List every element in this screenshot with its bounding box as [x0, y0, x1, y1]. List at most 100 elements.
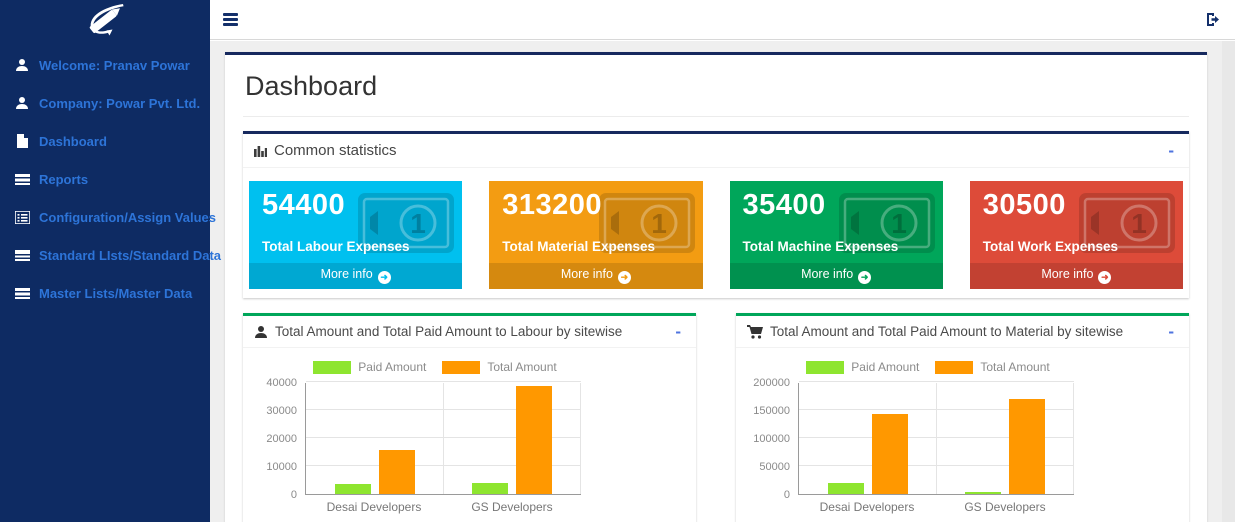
stat-value: 313200 — [502, 189, 689, 222]
stat-label: Total Machine Expenses — [743, 239, 930, 254]
legend-label: Total Amount — [980, 360, 1049, 374]
scrollbar-track[interactable] — [1222, 41, 1235, 522]
panel-header: Total Amount and Total Paid Amount to Ma… — [736, 316, 1189, 348]
cart-icon — [747, 325, 763, 339]
sidebar-item-company[interactable]: Company: Powar Pvt. Ltd. — [0, 84, 210, 122]
hamburger-icon[interactable] — [223, 11, 241, 29]
y-tick-label: 30000 — [266, 405, 297, 417]
collapse-button[interactable]: - — [1164, 146, 1178, 156]
charts-row: Total Amount and Total Paid Amount to La… — [243, 313, 1189, 522]
panel-title: Total Amount and Total Paid Amount to Ma… — [770, 324, 1164, 339]
sidebar-item-welcome[interactable]: Welcome: Pranav Powar — [0, 46, 210, 84]
x-axis: Desai DevelopersGS Developers — [798, 495, 1074, 515]
material-bar-chart: Paid AmountTotal Amount 0500001000001500… — [744, 360, 1074, 515]
chart-legend: Paid Amount Total Amount — [798, 360, 1074, 374]
content-wrapper: Dashboard Common statistics - 54400 Tota… — [210, 41, 1235, 522]
app-window: Welcome: Pranav Powar Company: Powar Pvt… — [0, 0, 1235, 522]
y-tick-label: 100000 — [753, 433, 790, 445]
info-box: 30500 Total Work Expenses 1 More info➜ — [970, 181, 1183, 289]
sidebar-item-standard-lists[interactable]: Standard LIsts/Standard Data — [0, 236, 210, 274]
x-tick-label: GS Developers — [443, 500, 581, 514]
sidebar-item-label: Dashboard — [39, 134, 107, 149]
plot — [798, 383, 1074, 495]
bar — [335, 484, 371, 494]
panel-header: Common statistics - — [243, 134, 1189, 168]
top-navbar — [210, 0, 1235, 40]
labour-bar-chart: Paid AmountTotal Amount 0 10000 20000 30000… — [251, 360, 581, 515]
collapse-button[interactable]: - — [671, 327, 685, 337]
stat-value: 30500 — [983, 189, 1170, 222]
more-info-label: More info — [321, 267, 373, 281]
sidebar-item-dashboard[interactable]: Dashboard — [0, 122, 210, 160]
stat-label: Total Labour Expenses — [262, 239, 449, 254]
chart-plot-area: 010000200003000040000 — [251, 383, 581, 495]
x-axis: Desai DevelopersGS Developers — [305, 495, 581, 515]
info-box-content: 35400 Total Machine Expenses 1 — [730, 181, 943, 263]
y-axis: 010000200003000040000 — [251, 383, 305, 495]
y-tick-label: 20000 — [266, 433, 297, 445]
person-icon — [254, 325, 268, 339]
info-box: 35400 Total Machine Expenses 1 More info… — [730, 181, 943, 289]
bar-group — [937, 399, 1075, 494]
legend-label: Paid Amount — [851, 360, 919, 374]
sidebar-item-configuration[interactable]: Configuration/Assign Values — [0, 198, 210, 236]
info-box-content: 313200 Total Material Expenses 1 — [489, 181, 702, 263]
y-tick-label: 150000 — [753, 405, 790, 417]
legend-label: Total Amount — [487, 360, 556, 374]
bar-group — [444, 386, 582, 494]
bar-group — [799, 414, 937, 494]
app-logo[interactable] — [0, 0, 210, 40]
more-info-link[interactable]: More info ➜ — [730, 263, 943, 289]
chart-legend: Paid AmountTotal Amount — [305, 360, 581, 374]
more-info-label: More info — [801, 267, 853, 281]
bar-chart-icon — [254, 144, 267, 157]
bar — [965, 492, 1001, 494]
stats-body: 54400 Total Labour Expenses 1 More info➜… — [243, 168, 1189, 298]
y-tick-label: 0 — [291, 489, 297, 501]
chart-body: Paid AmountTotal Amount 0 10000 20000 30000… — [243, 348, 696, 522]
panel-title: Common statistics — [274, 142, 1164, 159]
arrow-circle-icon: ➜ — [858, 271, 871, 284]
labour-chart-panel: Total Amount and Total Paid Amount to La… — [243, 313, 696, 522]
common-statistics-panel: Common statistics - 54400 Total Labour E… — [243, 131, 1189, 298]
legend-swatch — [806, 361, 844, 374]
y-axis: 050000100000150000200000 — [744, 383, 798, 495]
list-icon — [14, 171, 30, 187]
sidebar-menu: Welcome: Pranav Powar Company: Powar Pvt… — [0, 40, 210, 312]
legend-swatch — [442, 361, 480, 374]
sidebar-item-reports[interactable]: Reports — [0, 160, 210, 198]
bar — [872, 414, 908, 494]
x-tick-label: Desai Developers — [305, 500, 443, 514]
info-box: 54400 Total Labour Expenses 1 More info➜ — [249, 181, 462, 289]
arrow-circle-icon: ➜ — [1098, 271, 1111, 284]
chart-plot-area: 050000100000150000200000 — [744, 383, 1074, 495]
collapse-button[interactable]: - — [1164, 327, 1178, 337]
x-tick-label: Desai Developers — [798, 500, 936, 514]
bar — [472, 483, 508, 494]
sidebar-item-label: Company: Powar Pvt. Ltd. — [39, 96, 200, 111]
sidebar-item-label: Configuration/Assign Values — [39, 210, 216, 225]
legend-swatch — [935, 361, 973, 374]
panel-title: Total Amount and Total Paid Amount to La… — [275, 324, 671, 339]
more-info-link[interactable]: More info➜ — [970, 263, 1183, 289]
page-title: Dashboard — [243, 67, 1189, 117]
info-box-content: 30500 Total Work Expenses 1 — [970, 181, 1183, 263]
sidebar: Welcome: Pranav Powar Company: Powar Pvt… — [0, 0, 210, 522]
chart-body: Paid AmountTotal Amount 0500001000001500… — [736, 348, 1189, 522]
bar — [379, 450, 415, 494]
sidebar-item-label: Reports — [39, 172, 88, 187]
y-tick-label: 10000 — [266, 461, 297, 473]
sign-out-icon[interactable] — [1206, 12, 1222, 27]
bar — [828, 483, 864, 494]
y-tick-label: 50000 — [759, 461, 790, 473]
x-tick-label: GS Developers — [936, 500, 1074, 514]
stat-value: 54400 — [262, 189, 449, 222]
sidebar-item-master-lists[interactable]: Master Lists/Master Data — [0, 274, 210, 312]
panel-header: Total Amount and Total Paid Amount to La… — [243, 316, 696, 348]
y-tick-label: 200000 — [753, 377, 790, 389]
more-info-link[interactable]: More info➜ — [249, 263, 462, 289]
user-icon — [14, 57, 30, 73]
more-info-link[interactable]: More info➜ — [489, 263, 702, 289]
sidebar-item-label: Master Lists/Master Data — [39, 286, 192, 301]
sidebar-item-label: Standard LIsts/Standard Data — [39, 248, 221, 263]
